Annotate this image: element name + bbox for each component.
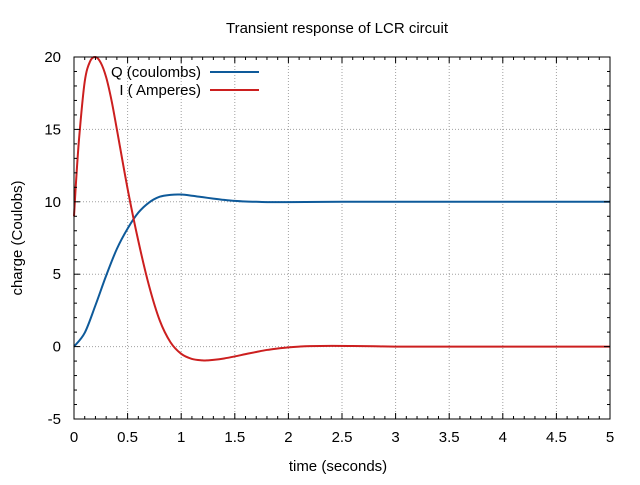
y-tick-label: 0 [53, 339, 61, 356]
legend-label: I ( Amperes) [119, 82, 201, 99]
y-tick-label: -5 [48, 411, 61, 428]
y-tick-label: 15 [44, 121, 61, 138]
x-tick-label: 4 [499, 429, 507, 446]
y-axis-label: charge (Coulobs) [9, 180, 26, 295]
chart-title: Transient response of LCR circuit [226, 20, 449, 37]
y-tick-label: 10 [44, 194, 61, 211]
x-tick-label: 5 [606, 429, 614, 446]
x-tick-label: 0.5 [117, 429, 138, 446]
x-tick-label: 3.5 [439, 429, 460, 446]
x-tick-label: 1.5 [224, 429, 245, 446]
axis-ticks: 0 0.5 1 1.5 2 2.5 3 3.5 4 4.5 5 -5 0 5 10 15 20 [44, 49, 614, 446]
legend: Q (coulombs)I ( Amperes) [111, 64, 259, 99]
x-tick-label: 0 [70, 429, 78, 446]
x-tick-label: 3 [391, 429, 399, 446]
x-tick-label: 2 [284, 429, 292, 446]
legend-label: Q (coulombs) [111, 64, 201, 81]
y-tick-label: 20 [44, 49, 61, 66]
x-tick-label: 4.5 [546, 429, 567, 446]
series-i-line [73, 55, 610, 362]
x-axis-label: time (seconds) [289, 458, 387, 475]
series-q-line [73, 193, 610, 348]
series-lines [73, 55, 610, 362]
x-tick-label: 2.5 [332, 429, 353, 446]
y-tick-label: 5 [53, 266, 61, 283]
x-tick-label: 1 [177, 429, 185, 446]
